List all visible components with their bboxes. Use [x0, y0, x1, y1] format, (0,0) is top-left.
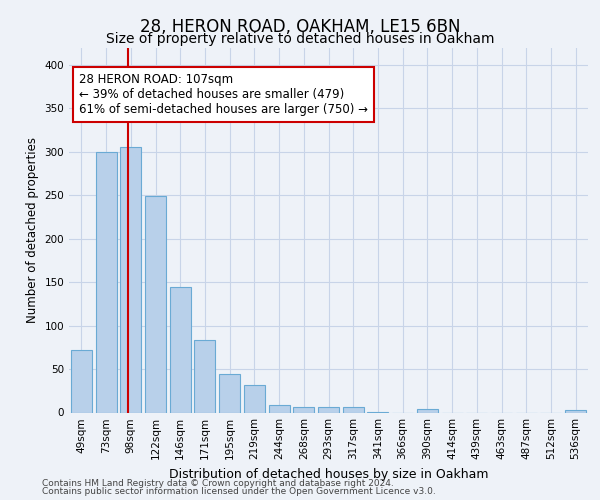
- Bar: [343, 408, 364, 412]
- Text: 28 HERON ROAD: 107sqm
← 39% of detached houses are smaller (479)
61% of semi-det: 28 HERON ROAD: 107sqm ← 39% of detached …: [79, 73, 368, 116]
- Bar: [120, 148, 141, 412]
- Text: Size of property relative to detached houses in Oakham: Size of property relative to detached ho…: [106, 32, 494, 46]
- Bar: [318, 408, 339, 412]
- Bar: [219, 374, 240, 412]
- Bar: [269, 404, 290, 412]
- Bar: [565, 410, 586, 412]
- X-axis label: Distribution of detached houses by size in Oakham: Distribution of detached houses by size …: [169, 468, 488, 481]
- Bar: [417, 409, 438, 412]
- Bar: [95, 152, 116, 412]
- Text: Contains public sector information licensed under the Open Government Licence v3: Contains public sector information licen…: [42, 487, 436, 496]
- Bar: [71, 350, 92, 412]
- Text: 28, HERON ROAD, OAKHAM, LE15 6BN: 28, HERON ROAD, OAKHAM, LE15 6BN: [140, 18, 460, 36]
- Y-axis label: Number of detached properties: Number of detached properties: [26, 137, 39, 323]
- Bar: [145, 196, 166, 412]
- Bar: [194, 340, 215, 412]
- Bar: [293, 408, 314, 412]
- Bar: [170, 288, 191, 412]
- Text: Contains HM Land Registry data © Crown copyright and database right 2024.: Contains HM Land Registry data © Crown c…: [42, 478, 394, 488]
- Bar: [244, 384, 265, 412]
